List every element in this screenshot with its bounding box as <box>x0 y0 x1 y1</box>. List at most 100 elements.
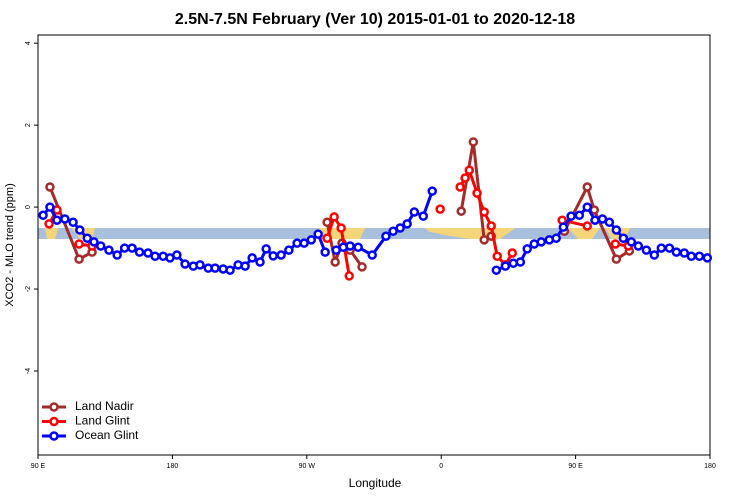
data-point <box>664 243 675 253</box>
data-point <box>590 215 600 225</box>
data-point <box>112 250 122 260</box>
y-tick-label: -4 <box>25 368 32 374</box>
data-point <box>611 225 622 235</box>
data-point <box>240 261 250 271</box>
data-point <box>322 233 332 243</box>
data-point <box>75 225 85 235</box>
data-point <box>427 186 437 196</box>
data-point <box>225 265 235 275</box>
data-point <box>344 271 354 281</box>
data-point <box>38 210 48 221</box>
data-point <box>702 253 713 263</box>
data-point <box>329 212 339 222</box>
data-point <box>649 250 660 260</box>
data-point <box>582 182 592 192</box>
data-point <box>472 188 482 198</box>
data-point <box>247 253 257 263</box>
data-point <box>104 245 114 255</box>
data-point <box>284 245 294 255</box>
data-point <box>89 237 99 247</box>
data-point <box>455 182 465 192</box>
data-point <box>582 221 592 231</box>
data-point <box>574 210 585 221</box>
data-point <box>551 233 561 243</box>
legend-label: Land Glint <box>75 414 130 428</box>
x-tick-label: 180 <box>167 463 179 470</box>
data-point <box>611 254 622 264</box>
data-point <box>468 137 479 147</box>
data-point <box>330 257 340 267</box>
data-point <box>402 219 412 229</box>
data-point <box>633 241 644 251</box>
data-point <box>82 233 93 243</box>
x-tick-label: 0 <box>439 463 443 470</box>
data-point <box>276 250 286 260</box>
y-tick-label: 4 <box>25 41 32 45</box>
data-point <box>686 251 697 262</box>
data-point <box>610 239 621 249</box>
data-point <box>119 243 130 253</box>
legend-marker <box>49 402 59 412</box>
data-point <box>52 215 62 225</box>
data-point <box>464 165 475 175</box>
data-point <box>45 182 55 192</box>
data-point <box>60 214 70 224</box>
data-point <box>95 241 106 251</box>
data-point <box>388 226 398 237</box>
data-point <box>679 248 690 258</box>
legend-label: Land Nadir <box>75 399 134 413</box>
chart-title: 2.5N-7.5N February (Ver 10) 2015-01-01 t… <box>175 11 575 28</box>
legend-marker <box>49 416 59 427</box>
data-point <box>486 221 496 231</box>
x-axis-label: Longitude <box>349 476 402 490</box>
data-point <box>656 243 667 253</box>
data-point <box>74 239 84 249</box>
x-tick-label: 90 W <box>299 463 316 470</box>
data-point <box>345 241 355 251</box>
data-point <box>306 235 317 245</box>
data-point <box>515 257 526 267</box>
data-point <box>604 217 615 228</box>
data-point <box>456 206 466 216</box>
x-tick-label: 90 E <box>31 463 46 470</box>
ocean-band <box>38 228 710 239</box>
data-point <box>582 202 592 212</box>
data-point <box>367 250 377 260</box>
data-point <box>44 219 54 229</box>
data-point <box>460 173 470 183</box>
x-tick-label: 90 E <box>568 463 583 470</box>
data-point <box>336 223 346 233</box>
data-point <box>409 207 420 217</box>
data-point <box>522 244 532 254</box>
data-point <box>172 250 182 260</box>
plot-frame <box>37 34 711 456</box>
data-point <box>500 261 511 271</box>
data-point <box>694 251 705 262</box>
y-tick-label: -2 <box>25 286 32 292</box>
data-point <box>322 217 332 228</box>
data-point <box>418 211 429 221</box>
data-point <box>395 223 405 233</box>
legend-label: Ocean Glint <box>75 428 139 442</box>
data-point <box>507 248 518 258</box>
data-point <box>150 251 160 262</box>
data-point <box>491 265 502 275</box>
data-point <box>143 248 153 258</box>
data-point <box>566 211 576 221</box>
data-point <box>255 257 265 267</box>
data-point <box>536 237 547 247</box>
data-point <box>671 247 682 257</box>
data-point <box>134 247 145 257</box>
y-axis-label: XCO2 - MLO trend (ppm) <box>4 183 16 306</box>
y-tick-label: 0 <box>25 205 32 209</box>
data-point <box>353 242 363 253</box>
data-point <box>74 254 84 264</box>
data-point <box>381 231 391 241</box>
y-tick-label: 2 <box>25 123 32 127</box>
data-point <box>268 251 278 261</box>
data-point <box>320 247 330 257</box>
data-point <box>68 217 78 228</box>
data-point <box>492 251 502 262</box>
data-point <box>558 222 569 232</box>
